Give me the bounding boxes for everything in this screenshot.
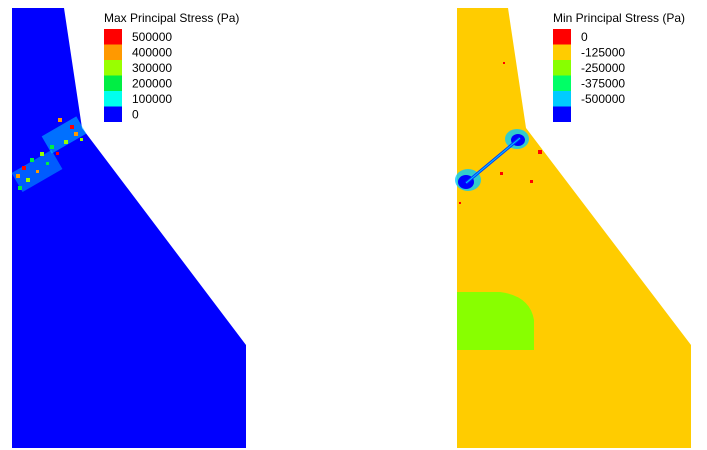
min-legend-swatch bbox=[553, 75, 571, 91]
max-stress-legend: Max Principal Stress (Pa) 500000 400000300… bbox=[104, 11, 239, 122]
min-legend-swatch bbox=[553, 106, 571, 122]
min-legend-swatch bbox=[553, 91, 571, 107]
min-legend-swatch bbox=[553, 29, 571, 45]
max-legend-label: 100000 bbox=[132, 92, 172, 106]
min-stress-dam-body bbox=[457, 8, 691, 448]
min-legend-swatch bbox=[553, 44, 571, 60]
min-legend-swatch bbox=[553, 60, 571, 76]
max-legend-swatch bbox=[104, 44, 122, 60]
min-legend-label: -250000 bbox=[581, 61, 625, 75]
max-legend-label: 400000 bbox=[132, 46, 172, 60]
max-legend-label: 500000 bbox=[132, 30, 172, 44]
max-legend-label: 200000 bbox=[132, 77, 172, 91]
min-stress-compression-zone bbox=[457, 292, 534, 350]
min-legend-label: -125000 bbox=[581, 46, 625, 60]
max-legend-swatch bbox=[104, 60, 122, 76]
min-stress-crack-zone bbox=[455, 62, 542, 204]
min-stress-legend: Min Principal Stress (Pa) 0 -125000-250000… bbox=[553, 11, 685, 122]
min-legend-title: Min Principal Stress (Pa) bbox=[553, 11, 685, 25]
max-legend-label: 300000 bbox=[132, 61, 172, 75]
max-legend-title: Max Principal Stress (Pa) bbox=[104, 11, 239, 25]
max-legend-swatch bbox=[104, 106, 122, 122]
max-legend-swatch bbox=[104, 91, 122, 107]
max-legend-swatch bbox=[104, 29, 122, 45]
max-stress-dam-body bbox=[12, 8, 246, 448]
max-stress-panel bbox=[11, 8, 246, 448]
max-stress-crack-zone bbox=[11, 116, 87, 193]
min-stress-panel bbox=[455, 8, 691, 448]
min-legend-label: -375000 bbox=[581, 77, 625, 91]
max-legend-swatch bbox=[104, 75, 122, 91]
min-legend-label: -500000 bbox=[581, 92, 625, 106]
max-legend-label: 0 bbox=[132, 108, 139, 122]
min-legend-label: 0 bbox=[581, 30, 588, 44]
